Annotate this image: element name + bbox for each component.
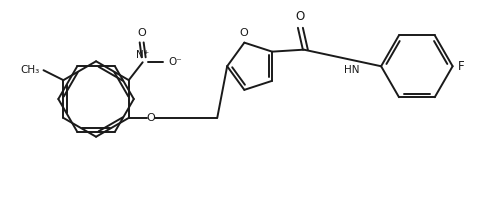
Text: O⁻: O⁻ [168, 57, 182, 67]
Text: CH₃: CH₃ [20, 65, 39, 75]
Text: HN: HN [344, 65, 360, 75]
Text: O: O [146, 113, 155, 123]
Text: O: O [295, 10, 304, 23]
Text: F: F [458, 60, 464, 73]
Text: N⁺: N⁺ [136, 50, 149, 60]
Text: O: O [137, 28, 146, 38]
Text: O: O [239, 28, 247, 38]
